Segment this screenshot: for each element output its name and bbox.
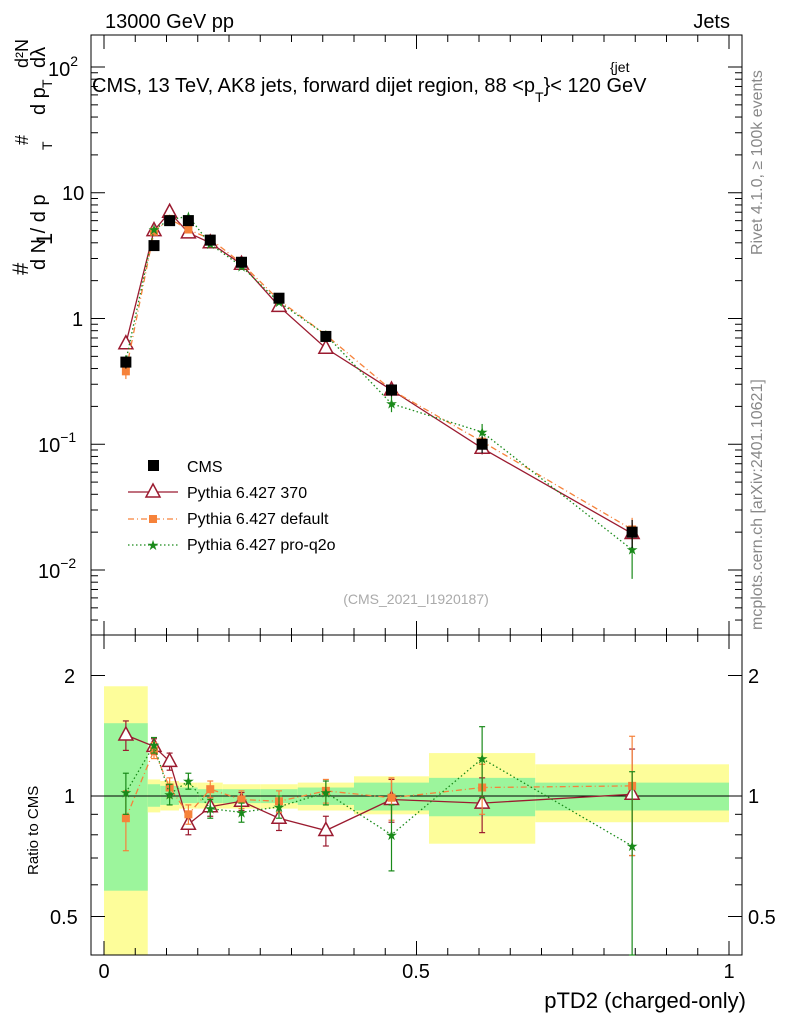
ytick-ratio-2: 2 [64,666,75,688]
plot-title-sup: {jet [610,59,630,75]
y-label-hash2: # [12,135,32,145]
ratio-point-p370 [117,725,135,741]
y-axis-label-ratio: Ratio to CMS [25,786,42,875]
y-axis-label-main: # 1 d N / d p T # d p T d²N dλ [8,39,57,275]
plot-title-main: CMS, 13 TeV, AK8 jets, forward dijet reg… [92,75,535,97]
legend-label-p370: Pythia 6.427 370 [187,485,307,502]
x-axis-label: pTD2 (charged-only) [544,988,746,1013]
ratio-series-pq2o: ★ ★ ★ ★ ★ ★ ★ ★ ★ ★ ★ [120,726,639,956]
point-data [164,215,176,227]
ratio-point-pq2o: ★ [182,774,195,790]
ytick-main-100: 102 [48,53,78,81]
ytick-main-0p1: 10−1 [38,429,76,457]
ytick-ratio-0p5-right: 0.5 [748,907,776,929]
point-p370 [117,334,135,350]
rivet-label: Rivet 4.1.0, ≥ 100k events [749,70,766,255]
point-pq2o: ★ [626,543,639,559]
ratio-point-pq2o: ★ [148,738,161,754]
legend-label-cms: CMS [187,459,223,476]
axis-ticks [91,35,742,955]
series-data [120,215,638,548]
point-p370 [317,338,335,354]
ratio-band-inner-1 [147,784,161,807]
series-line-pq2o [125,215,633,551]
point-data [626,526,638,538]
ratio-point-pdef [184,810,193,819]
point-pdef [121,367,130,376]
plot-title-end: }< 120 GeV [544,75,648,97]
legend-entry-p370: Pythia 6.427 370 [128,482,307,502]
point-data [204,234,216,246]
plot-title: CMS, 13 TeV, AK8 jets, forward dijet reg… [92,75,647,105]
point-pq2o: ★ [148,223,161,239]
point-data [120,356,132,368]
legend-marker-cms [148,460,159,471]
ratio-point-pq2o: ★ [204,802,217,818]
ratio-point-p370 [317,820,335,837]
legend-entry-pdef: Pythia 6.427 default [128,511,329,528]
point-data [182,215,194,227]
y-label-dpt: d p [28,87,50,115]
legend-label-pq2o: Pythia 6.427 pro-q2o [187,537,336,554]
ratio-point-pdef [237,795,246,804]
ytick-ratio-0p5: 0.5 [50,907,78,929]
legend-entry-pq2o: ★ Pythia 6.427 pro-q2o [128,537,336,554]
ratio-point-pq2o: ★ [626,839,639,855]
plot-title-sub: T [535,89,544,105]
axis-tick-labels: 102 10 1 10−1 10−2 2 1 0.5 2 1 0.5 0 0.5… [38,53,776,983]
ratio-point-pq2o: ★ [320,786,333,802]
ratio-point-pq2o: ★ [385,828,398,844]
ratio-point-pq2o: ★ [273,800,286,816]
point-pq2o: ★ [476,425,489,441]
y-label-d2n: d²N [12,39,32,68]
ratio-point-pq2o: ★ [476,752,489,768]
analysis-id: (CMS_2021_I1920187) [343,591,489,607]
y-label-hash: # [8,262,33,275]
ytick-main-1: 1 [72,309,83,331]
ratio-point-pdef [121,814,130,823]
y-label-t2: T [39,79,55,88]
series-line-pdef [125,218,633,531]
legend-marker-pq2o: ★ [147,538,160,554]
point-pq2o: ★ [385,397,398,413]
xtick-0: 0 [98,961,109,983]
y-label-dndpt: d N / d p [28,194,50,270]
legend: CMS Pythia 6.427 370 Pythia 6.427 defaul… [128,459,336,554]
ytick-main-10: 10 [62,183,84,205]
energy-label: 13000 GeV pp [105,11,234,33]
point-data [476,438,488,450]
point-p370 [270,296,288,313]
ratio-point-pdef [206,785,215,794]
point-data [236,256,247,268]
y-label-dlambda: dλ [28,47,50,68]
ratio-point-p370 [161,751,178,768]
legend-label-pdef: Pythia 6.427 default [187,511,329,528]
y-label-t1: T [39,141,55,150]
point-pdef [184,225,193,234]
y-label-numerator-one: 1 [32,233,57,245]
xtick-0p5: 0.5 [402,961,430,983]
mcplots-label: mcplots.cern.ch [arXiv:2401.10621] [749,379,766,630]
ratio-point-pdef [387,793,396,802]
ytick-ratio-1-right: 1 [748,786,759,808]
ratio-band-inner-3 [179,787,198,804]
ratio-series: ★ ★ ★ ★ ★ ★ ★ ★ ★ ★ ★ [117,720,641,956]
legend-marker-p370 [144,482,162,498]
ratio-point-pq2o: ★ [235,805,248,821]
xtick-1: 1 [723,961,734,983]
point-data [320,330,332,342]
ytick-main-0p01: 10−2 [38,555,76,583]
category-label: Jets [693,11,730,33]
point-data [386,384,397,396]
ratio-point-pq2o: ★ [120,786,133,802]
point-data [148,240,160,252]
main-series: ★★★★★★★★★★★ [117,202,641,579]
point-data [273,292,285,304]
ratio-point-pq2o: ★ [163,787,176,803]
legend-marker-pdef [149,515,157,523]
ytick-ratio-2-right: 2 [748,666,759,688]
legend-entry-cms: CMS [148,459,223,476]
ytick-ratio-1: 1 [64,786,75,808]
